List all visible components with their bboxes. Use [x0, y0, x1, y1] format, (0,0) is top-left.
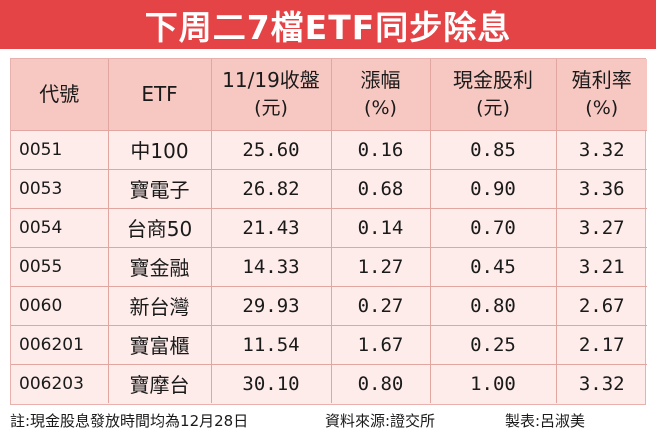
- cell-cash-dividend: 0.25: [430, 324, 557, 364]
- cell-code: 006201: [11, 324, 109, 364]
- table-row: 006201 寶富櫃 11.54 1.67 0.25 2.17: [11, 324, 647, 364]
- cell-code: 0051: [11, 129, 109, 169]
- title-banner: 下周二7檔ETF同步除息: [0, 0, 656, 49]
- cell-cash-dividend: 0.80: [430, 285, 557, 325]
- header-close-price: 11/19收盤 (元): [211, 59, 332, 130]
- table-row: 0051 中100 25.60 0.16 0.85 3.32: [11, 129, 647, 169]
- footnote-maker: 製表:呂淑美: [505, 411, 586, 430]
- table-header-row: 代號 ETF 11/19收盤 (元) 漲幅 (%) 現金股利 (元) 殖利率 (%): [11, 59, 647, 130]
- cell-close-price: 29.93: [211, 285, 332, 325]
- cell-yield: 3.21: [556, 246, 647, 286]
- header-change: 漲幅 (%): [331, 59, 431, 130]
- cell-etf-name: 寶富櫃: [108, 324, 212, 364]
- table-row: 006203 寶摩台 30.10 0.80 1.00 3.32: [11, 363, 647, 403]
- header-code: 代號: [11, 59, 109, 130]
- cell-change: 0.68: [331, 168, 431, 208]
- cell-code: 0060: [11, 285, 109, 325]
- cell-change: 1.67: [331, 324, 431, 364]
- cell-change: 0.14: [331, 207, 431, 247]
- footnote-note: 註:現金股息發放時間均為12月28日: [10, 411, 249, 430]
- cell-close-price: 26.82: [211, 168, 332, 208]
- cell-change: 0.16: [331, 129, 431, 169]
- table-row: 0053 寶電子 26.82 0.68 0.90 3.36: [11, 168, 647, 208]
- cell-cash-dividend: 0.45: [430, 246, 557, 286]
- cell-etf-name: 寶摩台: [108, 363, 212, 403]
- cell-cash-dividend: 1.00: [430, 363, 557, 403]
- etf-dividend-table: 代號 ETF 11/19收盤 (元) 漲幅 (%) 現金股利 (元) 殖利率 (%) 0…: [11, 59, 647, 403]
- cell-cash-dividend: 0.85: [430, 129, 557, 169]
- table-row: 0054 台商50 21.43 0.14 0.70 3.27: [11, 207, 647, 247]
- cell-etf-name: 新台灣: [108, 285, 212, 325]
- cell-code: 006203: [11, 363, 109, 403]
- cell-close-price: 14.33: [211, 246, 332, 286]
- cell-yield: 2.67: [556, 285, 647, 325]
- footnote-source: 資料來源:證交所: [325, 411, 436, 430]
- cell-change: 0.80: [331, 363, 431, 403]
- etf-table-container: 代號 ETF 11/19收盤 (元) 漲幅 (%) 現金股利 (元) 殖利率 (%) 0…: [10, 58, 647, 405]
- cell-yield: 3.27: [556, 207, 647, 247]
- cell-change: 1.27: [331, 246, 431, 286]
- cell-code: 0053: [11, 168, 109, 208]
- cell-cash-dividend: 0.70: [430, 207, 557, 247]
- cell-close-price: 30.10: [211, 363, 332, 403]
- cell-code: 0055: [11, 246, 109, 286]
- cell-etf-name: 寶電子: [108, 168, 212, 208]
- cell-close-price: 11.54: [211, 324, 332, 364]
- cell-etf-name: 寶金融: [108, 246, 212, 286]
- cell-yield: 3.32: [556, 363, 647, 403]
- header-yield: 殖利率 (%): [571, 68, 632, 120]
- cell-etf-name: 台商50: [108, 207, 212, 247]
- footnote: 註:現金股息發放時間均為12月28日 資料來源:證交所 製表:呂淑美: [10, 408, 650, 432]
- cell-change: 0.27: [331, 285, 431, 325]
- cell-close-price: 21.43: [211, 207, 332, 247]
- table-row: 0060 新台灣 29.93 0.27 0.80 2.67: [11, 285, 647, 325]
- cell-etf-name: 中100: [108, 129, 212, 169]
- table-row: 0055 寶金融 14.33 1.27 0.45 3.21: [11, 246, 647, 286]
- cell-close-price: 25.60: [211, 129, 332, 169]
- cell-yield: 3.36: [556, 168, 647, 208]
- header-etf: ETF: [108, 59, 212, 130]
- cell-yield: 3.32: [556, 129, 647, 169]
- page-title: 下周二7檔ETF同步除息: [144, 7, 512, 47]
- cell-cash-dividend: 0.90: [430, 168, 557, 208]
- cell-code: 0054: [11, 207, 109, 247]
- header-cash-dividend: 現金股利 (元): [430, 59, 557, 130]
- cell-yield: 2.17: [556, 324, 647, 364]
